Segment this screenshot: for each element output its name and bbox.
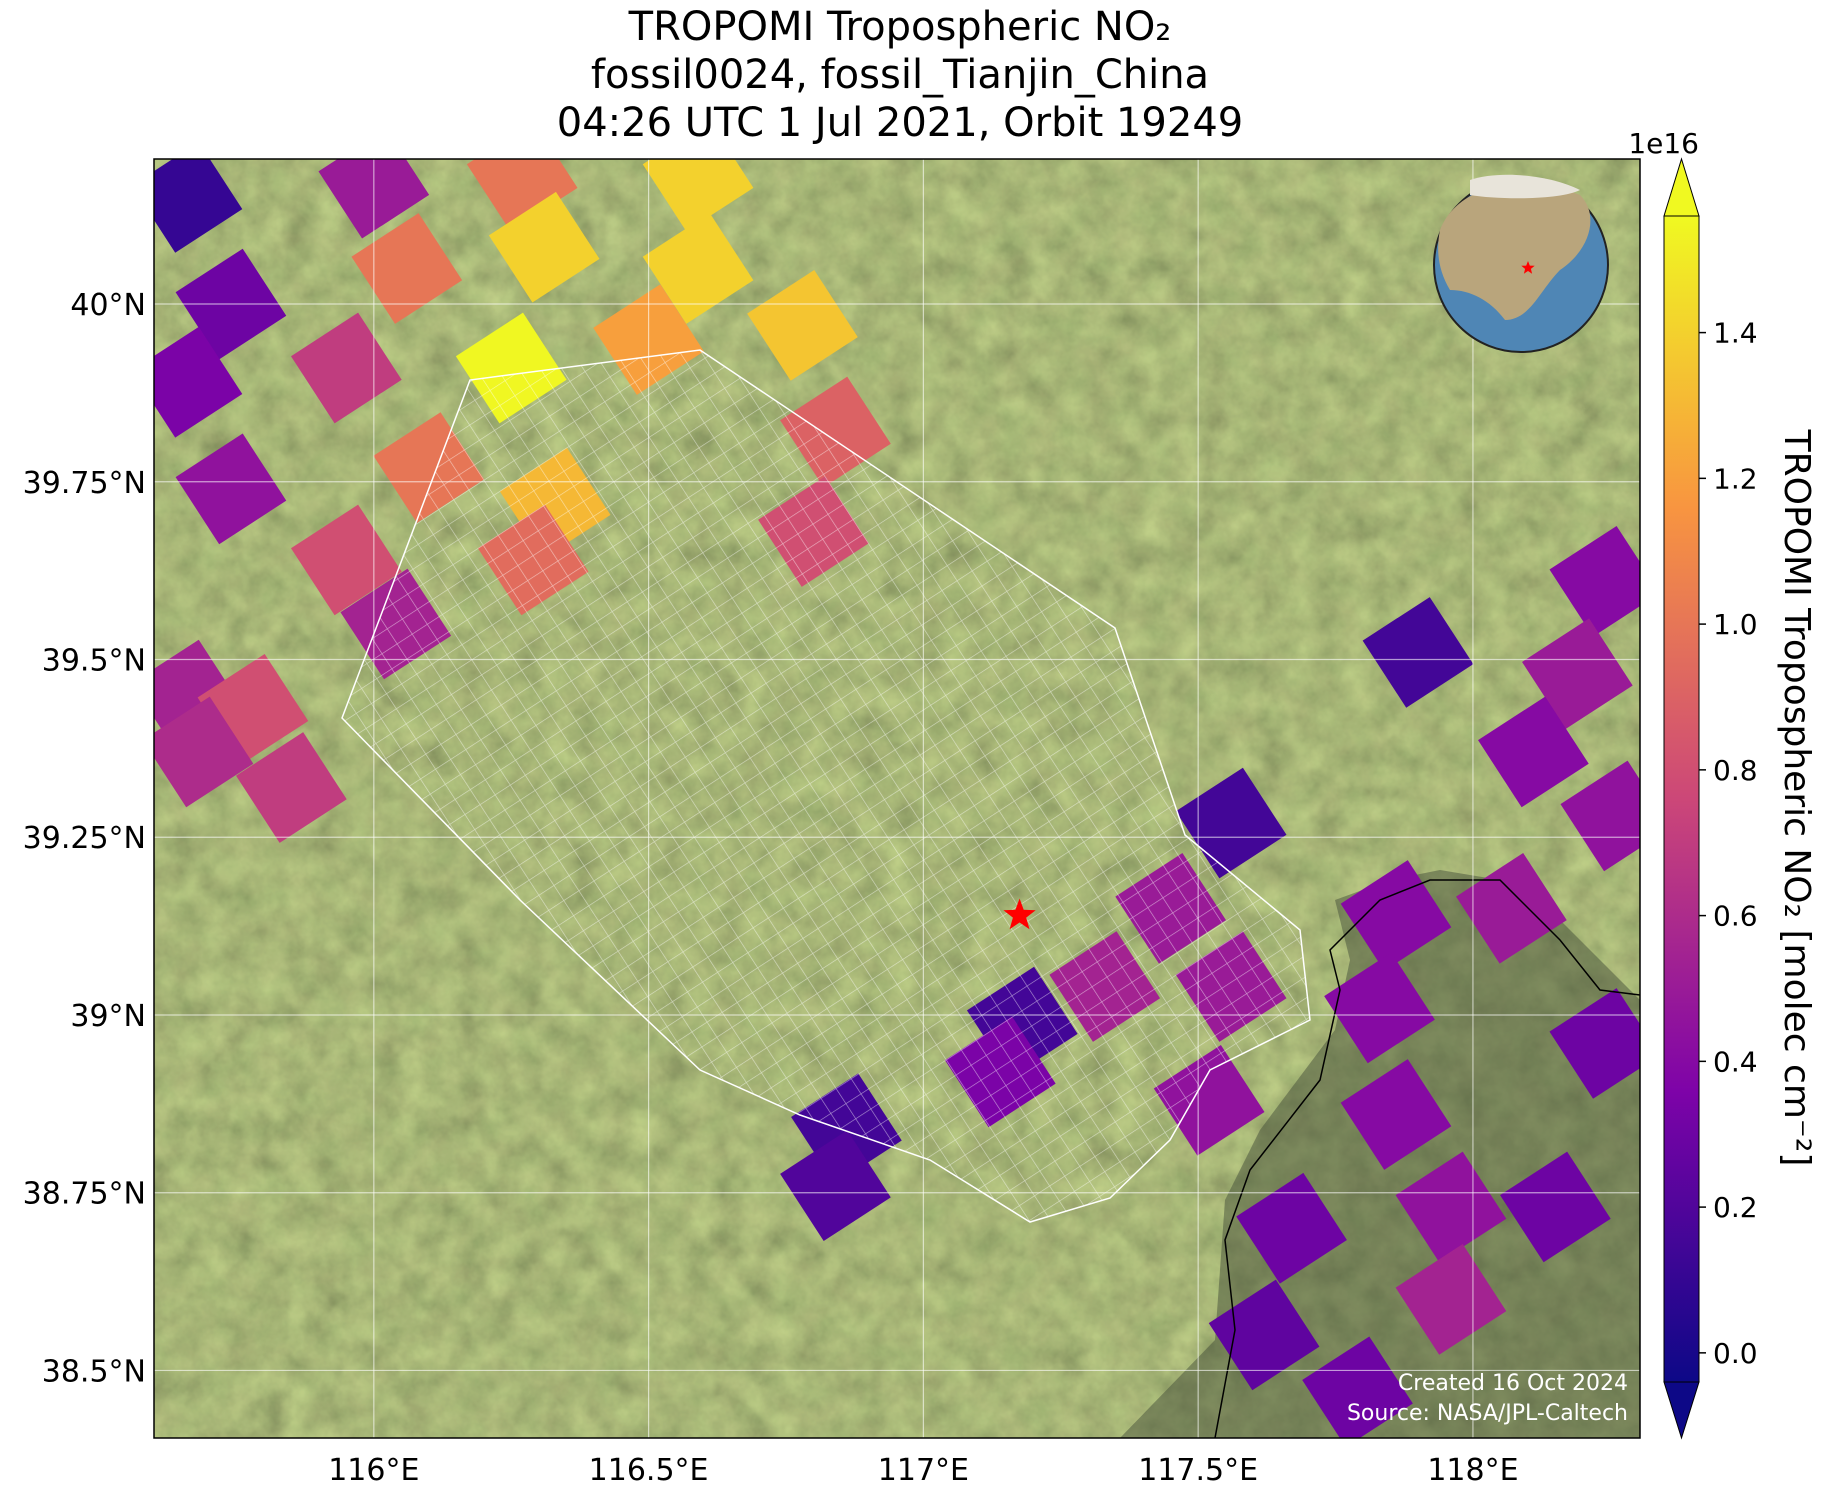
no2-pixel (747, 270, 858, 381)
y-tick-label: 40°N (70, 288, 146, 323)
no2-pixel (1478, 696, 1589, 808)
no2-pixel (780, 1130, 891, 1241)
no2-pixel (1340, 1059, 1452, 1170)
no2-pixel (1395, 1151, 1507, 1263)
gridlines (154, 159, 1640, 1438)
no2-pixel (154, 159, 243, 253)
globe-ice (1470, 174, 1580, 199)
x-tick-label: 116.5°E (589, 1453, 709, 1488)
y-tick-label: 39°N (70, 999, 146, 1034)
map-area (154, 159, 1640, 1438)
y-tick-label: 39.25°N (23, 821, 146, 856)
x-tick-label: 116°E (328, 1453, 419, 1488)
globe-land (1438, 184, 1591, 320)
colorbar-body (1663, 215, 1700, 1383)
colorbar-tick-label: 0.0 (1713, 1337, 1758, 1370)
colorbar-tick-label: 1.4 (1713, 317, 1758, 350)
annotation: Source: NASA/JPL-Caltech (1347, 1401, 1628, 1426)
x-tick-label: 117.5°E (1138, 1453, 1258, 1488)
colorbar-offset: 1e16 (1628, 127, 1699, 160)
no2-pixel (154, 696, 254, 808)
no2-pixel (1302, 1336, 1413, 1438)
no2-pixel (1324, 952, 1435, 1064)
coastline (1214, 879, 1640, 1438)
title-line: 04:26 UTC 1 Jul 2021, Orbit 19249 (557, 100, 1243, 146)
x-tick-label: 118°E (1427, 1453, 1518, 1488)
colorbar: 0.0 0.2 0.4 0.6 0.8 1.0 1.2 1.4 1e16 (1628, 127, 1758, 1440)
colorbar-extend-top (1663, 157, 1700, 217)
site-marker (1003, 898, 1036, 930)
y-tick-label: 38.5°N (42, 1354, 146, 1389)
colorbar-tick-label: 0.6 (1713, 900, 1758, 933)
globe-site-marker (1521, 261, 1535, 274)
globe-inset (1433, 174, 1609, 353)
no2-pixel (642, 159, 754, 232)
colorbar-tick-label: 0.4 (1713, 1045, 1758, 1078)
no2-pixel (1362, 597, 1474, 708)
colorbar-tick-label: 1.2 (1713, 462, 1758, 495)
no2-pixel (1340, 860, 1452, 971)
no2-pixel (154, 326, 243, 438)
colorbar-tick-label: 0.2 (1713, 1191, 1758, 1224)
no2-pixel (642, 213, 754, 324)
no2-pixel (1208, 1279, 1320, 1391)
y-tick-label: 39.75°N (23, 466, 146, 501)
footprint-mesh (341, 349, 1311, 1223)
annotation: Created 16 Oct 2024 (1398, 1371, 1628, 1396)
map-frame (153, 158, 1641, 1439)
x-tick-label: 117°E (878, 1453, 969, 1488)
colorbar-extend-bottom (1663, 1381, 1700, 1440)
title-line: fossil0024, fossil_Tianjin_China (591, 52, 1209, 98)
no2-pixel (1549, 525, 1640, 637)
no2-pixel (1522, 618, 1633, 730)
title-line: TROPOMI Tropospheric NO₂ (628, 4, 1172, 50)
y-tick-label: 39.5°N (42, 644, 146, 679)
no2-pixel (1549, 988, 1640, 1099)
colorbar-label: TROPOMI Tropospheric NO₂ [molec cm⁻²] (1776, 429, 1817, 1167)
no2-pixel (1236, 1172, 1347, 1284)
colorbar-tick-label: 1.0 (1713, 608, 1758, 641)
no2-pixel (1395, 1244, 1507, 1355)
no2-pixel (236, 732, 347, 843)
no2-pixel (1560, 760, 1640, 872)
colorbar-tick-label: 0.8 (1713, 754, 1758, 787)
no2-pixel (175, 433, 287, 545)
y-tick-label: 38.75°N (23, 1177, 146, 1212)
no2-pixel (488, 191, 600, 303)
no2-pixel (1500, 1151, 1611, 1263)
no2-pixel (351, 213, 463, 324)
